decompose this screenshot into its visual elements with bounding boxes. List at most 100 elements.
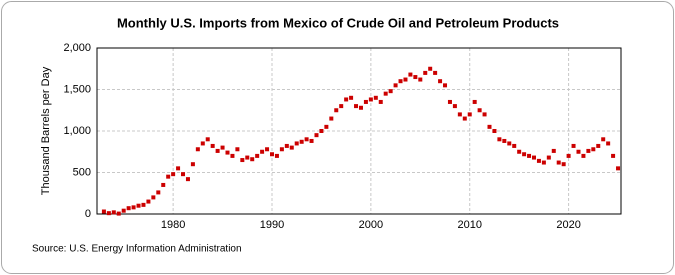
point	[591, 147, 596, 152]
point	[156, 190, 161, 195]
point	[161, 182, 166, 187]
point	[210, 143, 215, 148]
point	[106, 211, 111, 216]
point	[126, 206, 131, 211]
point	[181, 172, 186, 177]
point	[166, 174, 171, 179]
point	[230, 153, 235, 158]
point	[388, 89, 393, 94]
point	[611, 153, 616, 158]
point	[576, 149, 581, 154]
point	[314, 133, 319, 138]
y-tick-label: 1,500	[63, 83, 91, 95]
plot-frame	[96, 47, 622, 215]
point	[566, 153, 571, 158]
point	[606, 141, 611, 146]
point	[457, 112, 462, 117]
point	[507, 141, 512, 146]
point	[185, 177, 190, 182]
point	[428, 66, 433, 71]
point	[472, 99, 477, 104]
point	[418, 77, 423, 82]
chart-title: Monthly U.S. Imports from Mexico of Crud…	[117, 15, 559, 30]
point	[398, 79, 403, 84]
point	[309, 138, 314, 143]
point	[240, 158, 245, 163]
point	[136, 203, 141, 208]
point	[245, 155, 250, 160]
point	[235, 147, 240, 152]
point	[502, 138, 507, 143]
point	[146, 199, 151, 204]
point	[368, 97, 373, 102]
point	[482, 112, 487, 117]
point	[225, 150, 230, 155]
point	[616, 166, 621, 171]
point	[334, 108, 339, 113]
x-tick-label: 1990	[260, 219, 284, 231]
point	[497, 137, 502, 142]
point	[250, 157, 255, 162]
x-tick-label: 1980	[161, 219, 185, 231]
point	[546, 155, 551, 160]
point	[571, 143, 576, 148]
point	[176, 166, 181, 171]
point	[269, 152, 274, 157]
point	[279, 147, 284, 152]
point	[116, 211, 121, 216]
point	[581, 153, 586, 158]
point	[319, 129, 324, 133]
point	[289, 145, 294, 150]
point	[121, 208, 126, 213]
point	[329, 116, 334, 121]
point	[339, 104, 344, 109]
point	[299, 139, 304, 144]
point	[512, 143, 517, 148]
point	[284, 143, 289, 148]
point	[349, 95, 354, 100]
point	[255, 153, 260, 158]
point	[601, 137, 606, 142]
point	[522, 152, 527, 157]
point	[215, 148, 220, 153]
point	[131, 205, 136, 210]
point	[294, 141, 299, 146]
point	[190, 162, 195, 167]
point	[586, 148, 591, 153]
point	[354, 104, 359, 109]
x-tick-label: 2000	[359, 219, 383, 231]
point	[373, 95, 378, 100]
point	[195, 147, 200, 152]
point	[477, 108, 482, 113]
y-tick-label: 1,000	[63, 125, 91, 137]
point	[363, 99, 368, 104]
point	[556, 160, 561, 165]
point	[527, 153, 532, 158]
point	[141, 202, 146, 207]
point	[596, 143, 601, 148]
point	[200, 141, 205, 146]
point	[487, 124, 492, 129]
point	[536, 158, 541, 163]
point	[467, 112, 472, 117]
point	[344, 97, 349, 102]
point	[111, 210, 116, 215]
point	[205, 137, 210, 142]
y-tick-label: 2,000	[63, 42, 91, 54]
point	[171, 172, 176, 177]
y-axis-label: Thousand Barrels per Day	[40, 66, 52, 195]
y-tick-label: 0	[85, 208, 91, 220]
point	[561, 162, 566, 167]
point	[393, 83, 398, 88]
point	[408, 72, 413, 77]
point	[443, 83, 448, 88]
point	[324, 124, 329, 129]
point	[101, 209, 106, 214]
x-tick-label: 2020	[556, 219, 580, 231]
point	[462, 116, 467, 121]
point	[358, 105, 363, 110]
point	[274, 153, 279, 158]
point	[438, 79, 443, 84]
point	[260, 149, 265, 154]
